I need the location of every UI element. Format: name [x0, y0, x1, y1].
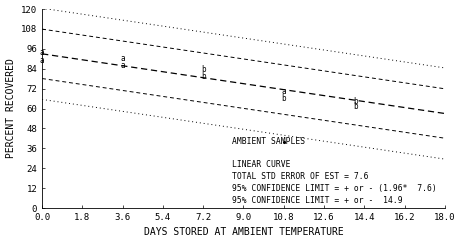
Text: b: b: [201, 65, 206, 74]
Text: b: b: [353, 96, 358, 105]
Y-axis label: PERCENT RECOVERED: PERCENT RECOVERED: [6, 59, 15, 158]
Text: b: b: [281, 94, 286, 103]
Text: a: a: [40, 48, 45, 57]
Text: AMBIENT SAMPLES

LINEAR CURVE
TOTAL STD ERROR OF EST = 7.6
95% CONFIDENCE LIMIT : AMBIENT SAMPLES LINEAR CURVE TOTAL STD E…: [232, 137, 437, 205]
X-axis label: DAYS STORED AT AMBIENT TEMPERATURE: DAYS STORED AT AMBIENT TEMPERATURE: [144, 227, 343, 237]
Text: a: a: [40, 56, 45, 65]
Text: a: a: [120, 54, 125, 63]
Text: a: a: [281, 87, 286, 96]
Text: b: b: [353, 102, 358, 111]
Text: a: a: [120, 61, 125, 70]
Text: b: b: [201, 72, 206, 81]
